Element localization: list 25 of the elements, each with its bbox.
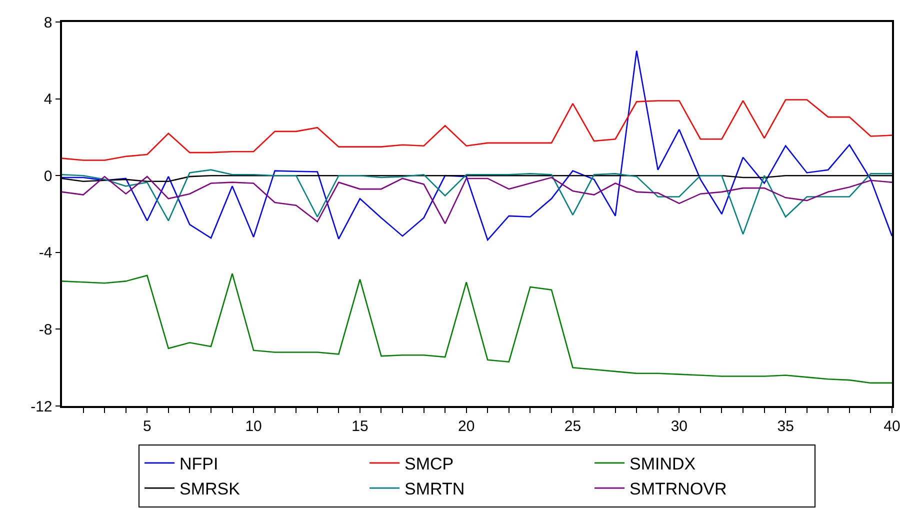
y-tick-label: 0 <box>44 168 52 185</box>
line-series <box>62 50 892 241</box>
x-tick-label: 30 <box>670 418 688 435</box>
legend-label: SMRTN <box>404 480 465 499</box>
x-tick-label: 5 <box>142 418 152 435</box>
y-tick-label: 8 <box>44 14 52 32</box>
legend-label: SMCP <box>404 454 454 474</box>
x-tick-label: 15 <box>352 418 368 435</box>
line-series <box>62 99 892 161</box>
x-tick-label: 20 <box>458 418 475 435</box>
y-tick-label: -4 <box>38 244 52 262</box>
y-tick-label: -12 <box>30 398 52 416</box>
line-series <box>62 176 892 224</box>
y-tick-label: -8 <box>38 321 52 338</box>
legend-label: SMRSK <box>180 480 241 499</box>
x-tick-label: 10 <box>245 418 262 435</box>
x-tick-label: 40 <box>884 418 900 435</box>
line-series <box>62 169 892 235</box>
legend-label: SMINDX <box>630 454 696 474</box>
y-tick-label: 4 <box>44 91 52 108</box>
line-series <box>62 272 892 384</box>
x-tick-label: 25 <box>564 418 582 435</box>
legend-label: SMTRNOVR <box>630 480 727 499</box>
x-tick-label: 35 <box>777 418 794 435</box>
legend-label: NFPI <box>180 454 218 474</box>
